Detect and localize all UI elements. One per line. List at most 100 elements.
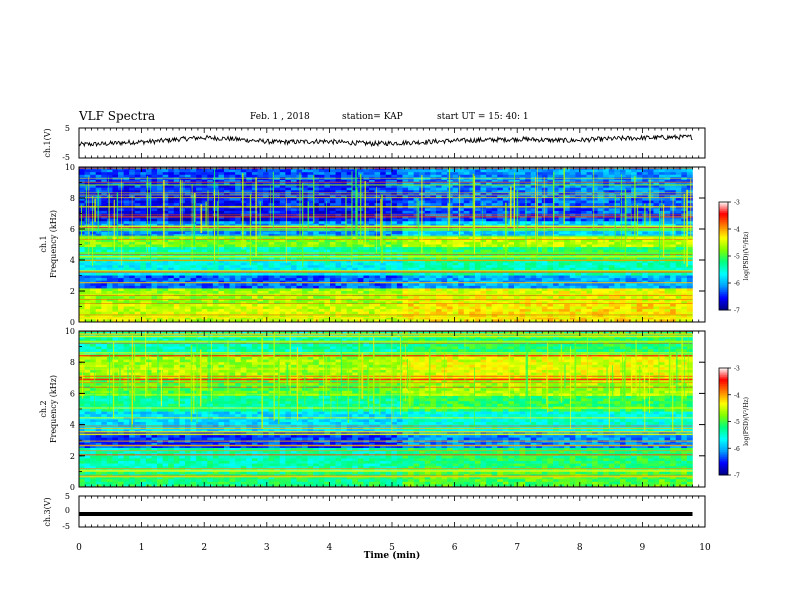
colorbar-cell [719, 457, 728, 460]
colorbar-cell [719, 446, 728, 449]
ch1-ytick-top: 5 [65, 124, 70, 133]
colorbar-cell [719, 211, 728, 214]
colorbar-cell [719, 247, 728, 250]
ch3-waveform-panel: 5 0 -5 ch.3(V) [43, 492, 706, 531]
colorbar-cell [719, 234, 728, 237]
colorbar-cell [719, 245, 728, 248]
colorbar-cell [719, 371, 728, 374]
colorbar-tick-label: -4 [734, 392, 740, 399]
colorbar-cell [719, 223, 728, 226]
colorbar-cell [719, 227, 728, 230]
spectrogram-ytick-label: 6 [70, 389, 75, 398]
ch1-spectrogram-ylabel: Frequency (kHz) [49, 210, 58, 278]
colorbar-cell [719, 232, 728, 235]
ch2-spectrogram-ylabel: Frequency (kHz) [49, 375, 58, 443]
colorbar-cell [719, 401, 728, 405]
colorbar-cell [719, 400, 728, 403]
colorbar-cell [719, 380, 728, 383]
ch2-colorbar: -3 -4 -5 -6 -7 log(PSD)(V²/Hz) [718, 366, 750, 480]
spectrogram-ytick-label: 4 [70, 256, 75, 265]
colorbar-cell [719, 265, 728, 268]
colorbar-cell [719, 455, 728, 458]
time-axis: 0 1 2 3 4 5 6 7 8 9 10 [76, 543, 711, 553]
colorbar-tick-label: -7 [734, 308, 740, 315]
spectrogram-ytick-label: 0 [70, 318, 75, 327]
colorbar-cell [719, 392, 728, 396]
time-axis-tick-label: 3 [264, 543, 270, 553]
colorbar-cell [719, 414, 728, 417]
colorbar-cell [719, 428, 728, 431]
colorbar-cell [719, 286, 728, 289]
ch1-waveform-panel: 5 -5 ch.1(V) [43, 124, 706, 162]
colorbar-cell [719, 293, 728, 296]
spectrogram-ytick-label: 2 [70, 287, 75, 296]
colorbar-cell [719, 268, 728, 271]
colorbar-cell [719, 432, 728, 435]
ch1-waveform-line [78, 133, 693, 148]
colorbar-cell [719, 469, 728, 472]
spectrogram-ytick-label: 0 [70, 483, 75, 492]
colorbar-cell [719, 214, 728, 217]
colorbar-cell [719, 462, 728, 465]
colorbar-cell [719, 302, 728, 305]
colorbar-cell [719, 283, 728, 286]
colorbar-cell [719, 409, 728, 412]
colorbar-tick-label: -7 [734, 473, 740, 480]
colorbar-cell [719, 218, 728, 221]
ch1-spectrogram-image [79, 167, 693, 323]
colorbar-cell [719, 279, 728, 282]
colorbar-cell [719, 387, 728, 390]
figure-title: VLF Spectra [79, 109, 156, 123]
time-axis-tick-label: 0 [76, 543, 82, 553]
spectrogram-ytick-label: 4 [70, 421, 75, 430]
colorbar-label: log(PSD)(V²/Hz) [743, 397, 750, 446]
colorbar-label: log(PSD)(V²/Hz) [743, 232, 750, 281]
colorbar-cell [719, 297, 728, 300]
colorbar-cell [719, 250, 728, 253]
colorbar-cell [719, 412, 728, 415]
colorbar-cell [719, 229, 728, 232]
colorbar-cell [719, 230, 728, 233]
ch2-spectrogram-panel: 0 2 4 6 8 10 ch.2 Frequency (kHz) [39, 327, 706, 492]
time-axis-tick-label: 1 [139, 543, 145, 553]
ch1-ylabel: ch.1(V) [43, 128, 52, 157]
colorbar-cell [719, 444, 728, 447]
time-axis-tick-label: 6 [452, 543, 458, 553]
ch3-ytick-top: 5 [65, 492, 70, 501]
colorbar-cell [719, 306, 728, 309]
ch3-ytick-mid: 0 [65, 506, 70, 515]
colorbar-cell [719, 261, 728, 264]
colorbar-cell [719, 448, 728, 451]
colorbar-cell [719, 416, 728, 419]
start-time-label: start UT = 15: 40: 1 [437, 112, 529, 122]
colorbar-cell [719, 299, 728, 302]
colorbar-cell [719, 466, 728, 469]
colorbar-cell [719, 419, 728, 422]
colorbar-cell [719, 473, 728, 476]
colorbar-cell [719, 407, 728, 410]
colorbar-cell [719, 435, 728, 438]
colorbar-cell [719, 467, 728, 471]
colorbar-cell [719, 382, 728, 385]
colorbar-cell [719, 292, 728, 295]
time-axis-tick-label: 2 [201, 543, 207, 553]
colorbar-cell [719, 458, 728, 462]
time-axis-tick-label: 4 [327, 543, 333, 553]
colorbar-cell [719, 203, 728, 206]
colorbar-cell [719, 288, 728, 291]
colorbar-cell [719, 405, 728, 408]
spectrogram-ytick-label: 10 [65, 163, 75, 172]
colorbar-cell [719, 375, 728, 378]
ch2-spectrogram-image [79, 330, 693, 488]
colorbar-cell [719, 221, 728, 224]
colorbar-cell [719, 236, 728, 239]
colorbar-cell [719, 241, 728, 244]
colorbar-cell [719, 426, 728, 430]
colorbar-cell [719, 238, 728, 241]
ch2-spectrogram-channel-label: ch.2 [39, 400, 48, 417]
colorbar-tick-label: -3 [734, 366, 740, 373]
colorbar-cell [719, 437, 728, 440]
colorbar-cell [719, 248, 728, 251]
ch3-ylabel: ch.3(V) [43, 497, 52, 526]
